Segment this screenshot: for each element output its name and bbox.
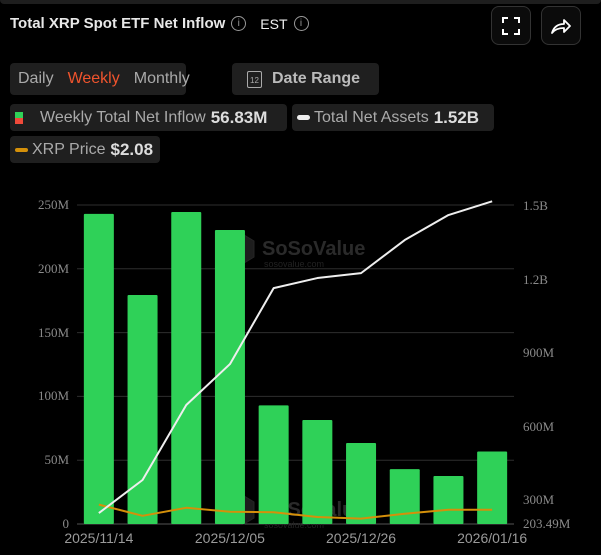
fullscreen-button[interactable]: [491, 6, 531, 45]
bar: [302, 420, 333, 524]
right-axis-tick: 300M: [523, 492, 555, 508]
page-title: Total XRP Spot ETF Net Inflow: [10, 15, 226, 32]
left-axis-tick: 200M: [37, 260, 69, 276]
left-axis-tick: 50M: [44, 452, 69, 468]
right-axis-tick: 1.5B: [523, 198, 548, 214]
left-axis-tick: 100M: [37, 388, 69, 404]
x-axis-tick: 2026/01/16: [457, 530, 528, 546]
tab-monthly[interactable]: Monthly: [133, 70, 190, 87]
legend-inflow-label: Weekly Total Net Inflow: [40, 108, 206, 126]
bar: [433, 476, 464, 524]
period-selector: Daily Weekly Monthly: [10, 63, 190, 95]
bar: [171, 212, 202, 524]
tab-daily[interactable]: Daily: [18, 70, 54, 87]
legend-price[interactable]: XRP Price $2.08: [10, 136, 160, 163]
bar: [258, 405, 289, 524]
legend-assets-value: 1.52B: [433, 107, 480, 127]
x-axis-tick: 2025/12/05: [194, 530, 265, 546]
left-axis-tick: 250M: [37, 197, 69, 212]
x-axis-tick: 2025/12/26: [326, 530, 397, 546]
price-swatch-icon: [15, 147, 28, 152]
legend-assets[interactable]: Total Net Assets 1.52B: [292, 104, 494, 131]
watermark-url: sosovalue.com: [264, 259, 324, 269]
chart-header: Total XRP Spot ETF Net Inflow i EST i: [10, 15, 309, 32]
bar: [389, 469, 420, 524]
calendar-icon: 12: [247, 70, 262, 88]
bar: [346, 442, 377, 524]
right-axis-tick: 900M: [523, 345, 555, 361]
watermark-brand: SoSoValue: [262, 238, 365, 260]
inflow-swatch-icon: [15, 111, 23, 124]
legend-assets-label: Total Net Assets: [314, 108, 429, 126]
bar: [214, 230, 245, 525]
expand-icon: [502, 16, 520, 35]
date-range-label: Date Range: [272, 70, 361, 87]
info-icon[interactable]: i: [231, 16, 247, 31]
bar: [477, 451, 508, 524]
top-border: [0, 0, 601, 4]
price-line: [98, 503, 493, 520]
left-axis-tick: 150M: [37, 324, 69, 340]
x-axis-tick: 2025/11/14: [64, 530, 134, 546]
legend-price-label: XRP Price: [32, 140, 106, 158]
share-button[interactable]: [541, 6, 581, 45]
date-range-button[interactable]: 12 Date Range: [232, 63, 379, 95]
bar: [83, 213, 114, 524]
assets-line: [98, 200, 493, 514]
timezone-info-icon[interactable]: i: [293, 16, 309, 31]
tab-weekly[interactable]: Weekly: [67, 70, 120, 87]
legend-inflow-value: 56.83M: [210, 107, 268, 127]
right-axis-tick: 1.2B: [523, 271, 548, 287]
bar: [127, 294, 158, 524]
assets-swatch-icon: [297, 115, 310, 120]
right-axis-tick: 203.49M: [523, 516, 571, 531]
legend-inflow[interactable]: Weekly Total Net Inflow 56.83M: [10, 104, 287, 131]
timezone-label: EST: [260, 15, 288, 32]
watermark-url: sosovalue.com: [264, 520, 324, 530]
share-icon: [551, 18, 571, 34]
right-axis-tick: 600M: [523, 418, 555, 434]
legend-price-value: $2.08: [110, 139, 154, 159]
left-axis-tick: 0: [62, 516, 70, 531]
